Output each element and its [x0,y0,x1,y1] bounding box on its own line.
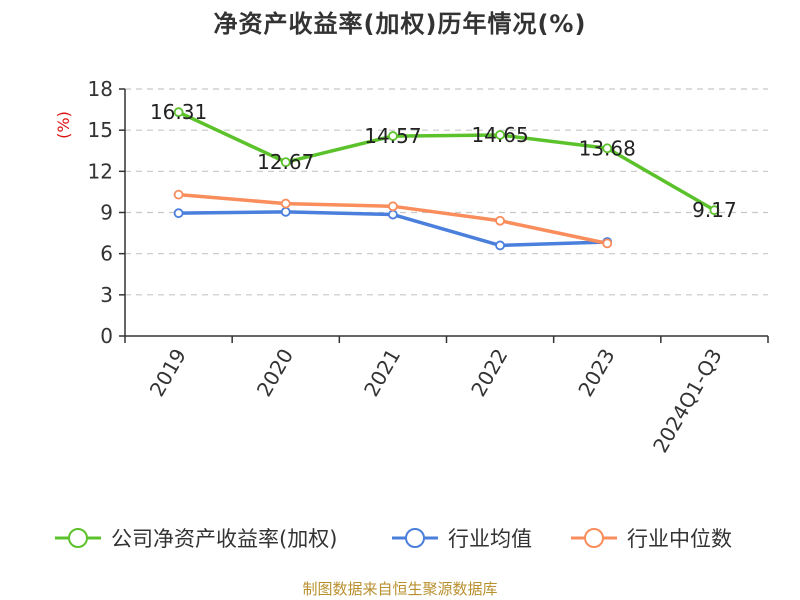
legend-marker [68,528,88,548]
y-tick-label: 0 [100,324,113,348]
legend-item: 行业中位数 [571,527,732,551]
series-group: 16.31 12.67 14.57 14.65 13.68 9.17 [150,100,737,251]
data-point [280,198,291,209]
legend-label: 行业均值 [448,527,532,551]
data-point [173,208,184,219]
data-label: 9.17 [692,198,737,222]
series-2 [173,189,613,249]
y-tick-label: 6 [100,242,113,266]
series-line [177,110,716,212]
x-tick-label: 2024Q1-Q3 [648,345,727,457]
data-point [495,215,505,226]
x-tick-labels: 2019 2020 2021 2022 2023 2024Q1-Q3 [145,345,727,457]
x-tick-label: 2019 [145,345,191,401]
x-tick-label: 2020 [252,345,298,401]
data-label: 14.57 [364,124,421,148]
legend-label: 行业中位数 [627,527,732,551]
legend: 公司净资产收益率(加权) 行业均值 行业中位数 [55,527,732,551]
data-label: 14.65 [471,123,528,147]
y-tick-label: 9 [100,201,113,225]
data-source-note: 制图数据来自恒生聚源数据库 [302,580,498,598]
chart-title: 净资产收益率(加权)历年情况(%) [213,10,587,38]
data-point [173,107,184,118]
series-0: 16.31 12.67 14.57 14.65 13.68 9.17 [150,100,737,222]
data-point [388,201,398,212]
axes [119,88,769,343]
data-point [388,209,398,220]
data-point [388,131,398,141]
y-tick-label: 3 [100,283,113,307]
grid-lines [125,88,768,296]
data-point [280,157,291,168]
y-tick-label: 15 [88,118,113,142]
data-point [495,130,505,140]
x-tick-label: 2023 [573,345,619,401]
data-point [495,240,505,251]
y-tick-label: 18 [88,77,113,101]
data-point [602,238,613,249]
y-axis-label: (%) [54,111,73,139]
legend-label: 公司净资产收益率(加权) [111,527,337,551]
data-point [280,206,291,217]
data-point [602,143,613,154]
legend-marker [405,528,425,548]
data-point [173,189,184,200]
legend-item: 公司净资产收益率(加权) [55,527,337,551]
data-label: 13.68 [579,136,636,160]
data-label: 12.67 [257,150,314,174]
legend-marker [584,528,604,548]
data-label: 16.31 [150,100,207,124]
y-tick-label: 12 [88,159,113,183]
x-tick-label: 2021 [359,345,405,401]
x-tick-label: 2022 [466,345,512,401]
data-point [709,205,720,216]
legend-item: 行业均值 [392,527,532,551]
y-tick-labels: 0 3 6 9 12 15 18 [88,77,113,348]
